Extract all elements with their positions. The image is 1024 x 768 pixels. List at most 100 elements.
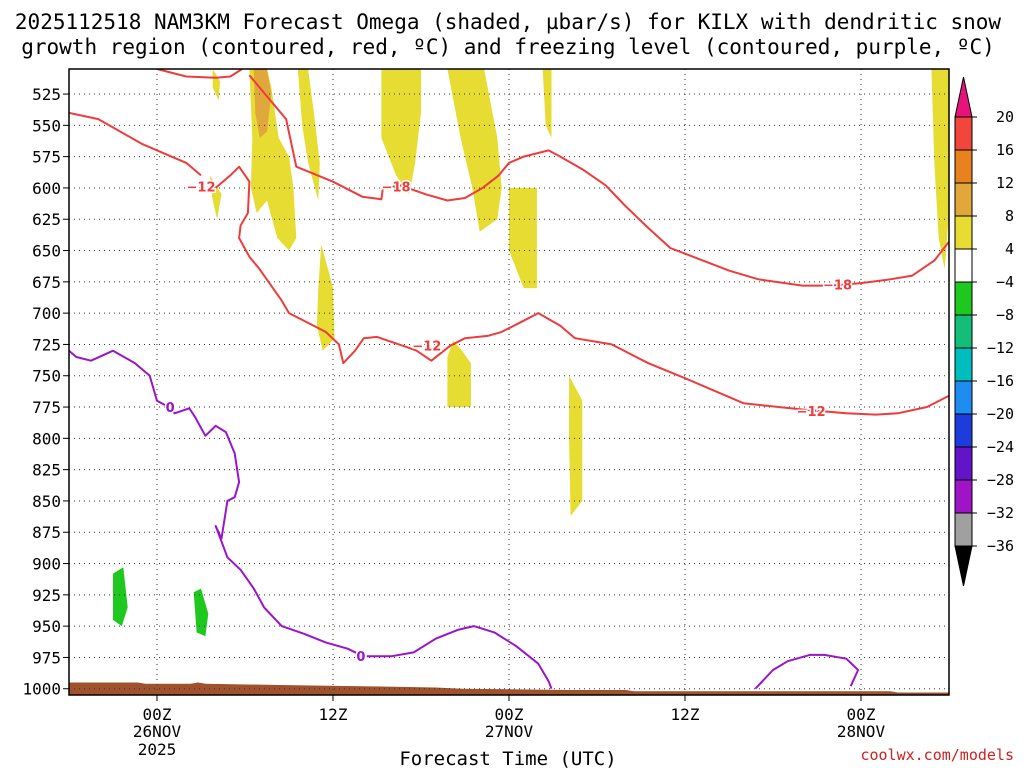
omega-shade-region (509, 187, 537, 289)
contour-label: −12 (412, 340, 441, 355)
x-tick-label: 00Z (495, 705, 524, 724)
y-tick-label: 1000 (22, 680, 61, 699)
omega-shade-region (297, 69, 320, 201)
omega-shade-region (447, 340, 471, 407)
colorbar-label: −32 (987, 504, 1014, 522)
colorbar-label: 16 (996, 141, 1014, 159)
contour-label: −18 (382, 181, 411, 196)
y-tick-label: 675 (32, 273, 61, 292)
dgz-contour-line (215, 165, 949, 416)
omega-shade-region (447, 69, 502, 232)
y-tick-label: 550 (32, 116, 61, 135)
x-tick-date: 27NOV (485, 722, 534, 741)
freezing-level-contours (69, 349, 860, 690)
credit-text: coolwx.com/models (860, 746, 1014, 764)
contour-label: −18 (823, 278, 852, 293)
gridlines (69, 69, 949, 695)
x-tick-date: 28NOV (837, 722, 886, 741)
omega-shade-region (113, 567, 128, 627)
colorbar-legend: 20 16 12 8 4 −4 −8 −12 −16 −20 −24 −28 −32 −36 (954, 76, 1014, 587)
colorbar-swatch (954, 182, 973, 217)
y-tick-label: 975 (32, 648, 61, 667)
omega-shade-region (193, 588, 209, 637)
y-tick-label: 750 (32, 367, 61, 386)
chart-title-line-2: growth region (contoured, red, ºC) and f… (21, 35, 995, 59)
colorbar-swatch (954, 380, 973, 415)
colorbar-swatch (954, 215, 973, 250)
colorbar-label: 20 (996, 108, 1014, 126)
y-tick-label: 725 (32, 335, 61, 354)
colorbar-label: −16 (987, 372, 1014, 390)
colorbar-label: 12 (996, 174, 1014, 192)
colorbar-top-arrow (954, 76, 973, 118)
colorbar-label: −20 (987, 405, 1014, 423)
contour-labels: −12 −12 −12 −18 −18 0 0 (164, 179, 853, 666)
omega-shade-region (542, 69, 552, 138)
contour-label: 0 (166, 401, 175, 416)
colorbar-label: −28 (987, 471, 1014, 489)
colorbar-swatch (954, 248, 973, 283)
y-tick-label: 875 (32, 523, 61, 542)
omega-shade-region (569, 375, 583, 516)
contour-label: −12 (797, 405, 826, 420)
omega-shading-layer (113, 69, 949, 637)
colorbar-swatch (954, 281, 973, 316)
x-tick-label: 12Z (319, 705, 348, 724)
colorbar-swatch (954, 347, 973, 382)
colorbar-label: −4 (996, 273, 1014, 291)
x-tick-label: 00Z (143, 705, 172, 724)
colorbar-swatch (954, 446, 973, 481)
colorbar-bottom-arrow (954, 545, 973, 587)
y-tick-label: 625 (32, 210, 61, 229)
omega-shade-region (212, 69, 221, 101)
x-tick-date: 26NOV (133, 722, 182, 741)
colorbar-swatch (954, 413, 973, 448)
colorbar-swatch (954, 512, 973, 547)
y-tick-label: 950 (32, 617, 61, 636)
y-tick-label: 925 (32, 586, 61, 605)
colorbar-swatch (954, 116, 973, 151)
freezing-contour-line (754, 653, 860, 690)
colorbar-swatch (954, 149, 973, 184)
omega-shade-region (209, 175, 222, 220)
y-tick-label: 700 (32, 304, 61, 323)
colorbar-label: 4 (1005, 240, 1014, 258)
colorbar-label: −36 (987, 537, 1014, 555)
dgz-contour-line (248, 74, 949, 287)
x-tick-label: 12Z (671, 705, 700, 724)
dgz-contour-line (156, 69, 243, 79)
omega-shade-region (316, 244, 335, 351)
contour-label: 0 (356, 650, 365, 665)
y-tick-label: 575 (32, 148, 61, 167)
dgz-contours (69, 69, 949, 416)
y-tick-label: 850 (32, 492, 61, 511)
colorbar-swatch (954, 479, 973, 514)
terrain-layer (69, 682, 949, 695)
x-axis-label: Forecast Time (UTC) (399, 748, 616, 768)
y-tick-label: 650 (32, 242, 61, 261)
y-tick-label: 525 (32, 85, 61, 104)
y-tick-label: 600 (32, 179, 61, 198)
colorbar-label: −8 (996, 306, 1014, 324)
x-tick-year: 2025 (138, 740, 177, 759)
y-axis-ticks: 525 550 575 600 625 650 675 700 725 750 775 800 825 8… (22, 85, 69, 699)
colorbar-label: −24 (987, 438, 1014, 456)
freezing-contour-line (366, 625, 553, 690)
x-tick-label: 00Z (847, 705, 876, 724)
contour-label: −12 (187, 181, 216, 196)
y-tick-label: 900 (32, 555, 61, 574)
y-tick-label: 800 (32, 429, 61, 448)
freezing-contour-line (69, 349, 359, 655)
omega-shade-region (381, 69, 421, 195)
dgz-contour-line (69, 111, 202, 177)
omega-shade-region (931, 69, 949, 270)
y-tick-label: 825 (32, 461, 61, 480)
colorbar-label: −12 (987, 339, 1014, 357)
colorbar-label: 8 (1005, 207, 1014, 225)
terrain-ground (69, 682, 949, 695)
chart-title-line-1: 2025112518 NAM3KM Forecast Omega (shaded… (15, 10, 1002, 34)
colorbar-swatch (954, 314, 973, 349)
y-tick-label: 775 (32, 398, 61, 417)
